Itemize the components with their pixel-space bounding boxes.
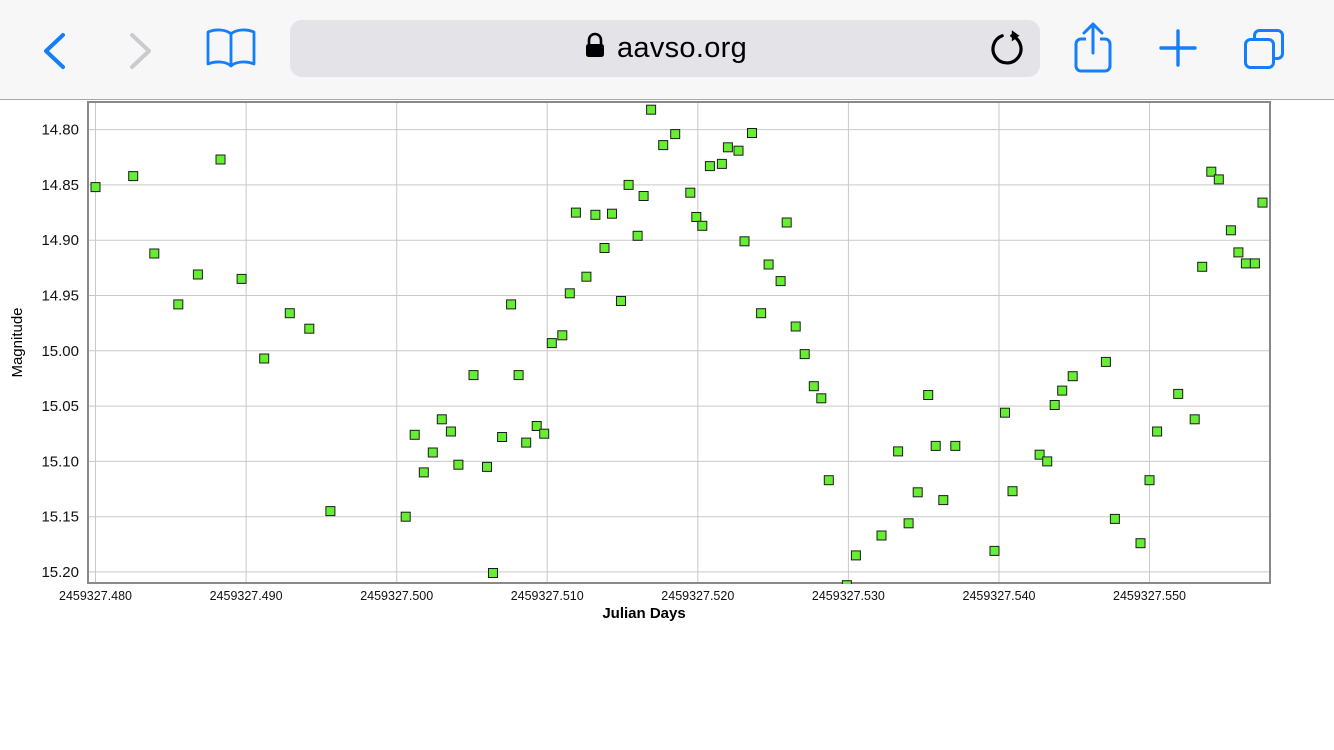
url-text: aavso.org	[616, 32, 748, 64]
svg-text:2459327.500: 2459327.500	[360, 589, 433, 603]
x-axis-label: Julian Days	[602, 605, 685, 622]
svg-text:14.80: 14.80	[41, 122, 79, 139]
reload-button[interactable]	[989, 30, 1025, 66]
lock-icon	[583, 31, 607, 66]
x-tick-labels: 2459327.480 2459327.490 2459327.500 2459327…	[59, 589, 1186, 603]
y-axis-label: Magnitude	[9, 307, 26, 377]
gridlines	[88, 102, 1270, 583]
svg-text:15.20: 15.20	[41, 564, 79, 581]
tabs-button[interactable]	[1241, 26, 1287, 72]
new-tab-button[interactable]	[1157, 27, 1199, 69]
address-bar[interactable]: aavso.org	[290, 20, 1040, 77]
y-tick-labels: 14.80 14.85 14.90 14.95 15.00 15.05 15.10 15.15…	[41, 122, 79, 581]
page-content: 14.80 14.85 14.90 14.95 15.00 15.05 15.10 15.15…	[0, 101, 1334, 750]
svg-text:2459327.550: 2459327.550	[1113, 589, 1186, 603]
back-chevron-icon	[38, 33, 72, 76]
book-icon	[203, 28, 259, 75]
plot-border	[87, 101, 1271, 584]
svg-text:2459327.530: 2459327.530	[812, 589, 885, 603]
svg-text:15.00: 15.00	[41, 343, 79, 360]
light-curve-chart: 14.80 14.85 14.90 14.95 15.00 15.05 15.10 15.15…	[0, 101, 1334, 746]
svg-text:14.95: 14.95	[41, 288, 79, 305]
svg-text:2459327.490: 2459327.490	[210, 589, 283, 603]
svg-text:2459327.520: 2459327.520	[661, 589, 734, 603]
forward-chevron-icon	[123, 33, 157, 76]
tabs-overview-icon	[1241, 29, 1287, 75]
safari-toolbar: aavso.org	[0, 0, 1334, 100]
data-points	[90, 104, 1268, 584]
svg-text:15.10: 15.10	[41, 453, 79, 470]
chart-canvas: 14.80 14.85 14.90 14.95 15.00 15.05 15.10 15.15…	[9, 101, 1271, 622]
reload-icon	[989, 30, 1025, 69]
back-button[interactable]	[38, 29, 72, 73]
plus-icon	[1157, 29, 1199, 72]
svg-text:2459327.540: 2459327.540	[963, 589, 1036, 603]
svg-text:2459327.510: 2459327.510	[511, 589, 584, 603]
forward-button[interactable]	[123, 29, 157, 73]
share-icon	[1071, 22, 1115, 79]
svg-text:15.05: 15.05	[41, 398, 79, 415]
share-button[interactable]	[1071, 20, 1115, 76]
bookmarks-button[interactable]	[203, 26, 259, 72]
svg-text:15.15: 15.15	[41, 509, 79, 526]
svg-text:14.85: 14.85	[41, 177, 79, 194]
svg-text:14.90: 14.90	[41, 232, 79, 249]
svg-text:2459327.480: 2459327.480	[59, 589, 132, 603]
